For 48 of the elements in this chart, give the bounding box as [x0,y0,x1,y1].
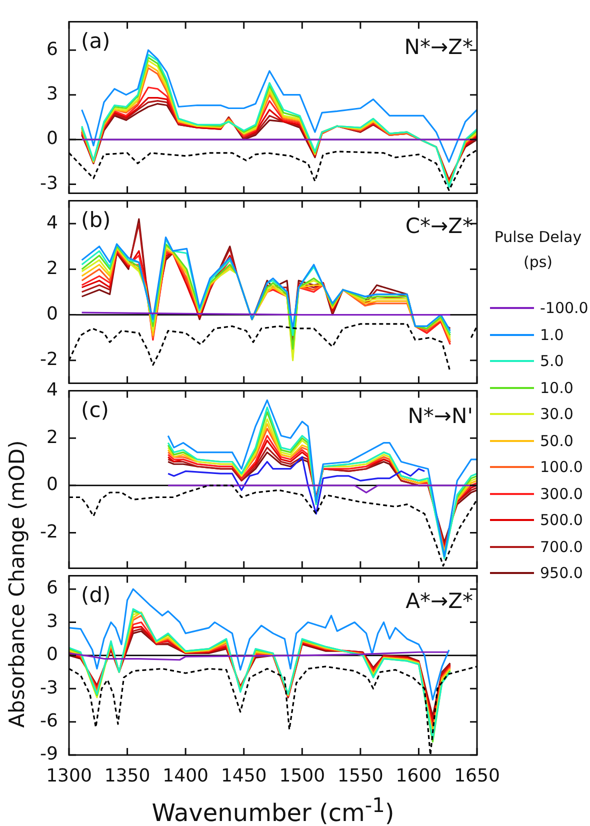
legend-label: 10.0 [540,378,574,397]
annotation: N*→N' [408,404,473,428]
x-axis-title: Wavenumber (cm$^{-1}$) [152,793,394,826]
x-tick-label: 1450 [220,765,267,786]
legend-label: 5.0 [540,352,564,370]
y-tick-label: 0 [46,644,58,666]
y-tick-label: -3 [40,172,58,194]
x-tick-label: 1650 [454,765,500,786]
annotation: (d) [81,582,111,607]
legend-label: 1.0 [540,326,564,344]
legend-label: 50.0 [540,432,574,450]
x-tick-label: 1400 [162,765,208,786]
x-tick-label: 1500 [279,765,326,786]
annotation: (c) [81,398,109,422]
y-tick-label: 3 [46,84,58,105]
x-tick-label: 1550 [338,765,384,786]
y-tick-label: -2 [40,349,58,370]
y-tick-label: 6 [46,38,58,60]
y-tick-label: 6 [46,578,58,599]
y-tick-label: 0 [46,303,58,324]
legend-label: 30.0 [540,405,574,424]
y-tick-label: 0 [46,128,58,150]
annotation: A*→Z* [406,588,473,613]
y-axis-title: Absorbance Change (mOD) [5,440,29,728]
legend-label: 300.0 [540,484,583,503]
y-tick-label: 4 [46,379,58,400]
x-tick-label: 1600 [396,765,442,786]
legend-label: 700.0 [540,538,583,556]
y-tick-label: 0 [46,474,58,496]
legend-label: 950.0 [540,564,583,582]
y-tick-label: 2 [46,258,58,279]
annotation: (b) [81,208,111,232]
y-tick-label: 4 [46,212,58,234]
y-tick-label: -6 [40,710,58,732]
legend-label: -100.0 [540,299,588,318]
y-tick-label: -3 [40,677,58,698]
annotation: N*→Z* [404,34,473,59]
legend-title: Pulse Delay (ps) [493,227,583,273]
legend-label: 500.0 [540,511,583,530]
x-tick-label: 1300 [46,765,92,786]
legend-label: 100.0 [540,458,583,476]
annotation: (a) [81,28,110,53]
y-tick-label: 3 [46,610,58,632]
y-tick-label: 2 [46,426,58,448]
y-tick-label: -2 [40,521,58,542]
annotation: C*→Z* [405,214,473,238]
x-tick-label: 1350 [104,765,150,786]
y-tick-label: -9 [40,744,58,765]
